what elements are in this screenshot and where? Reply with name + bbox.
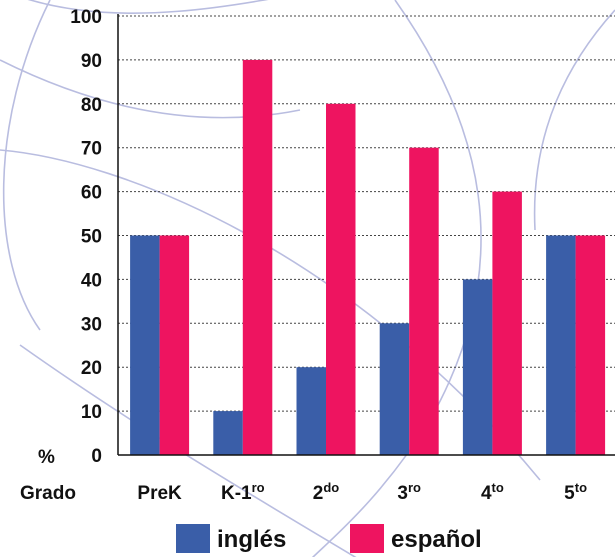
axes [117,14,615,456]
y-tick-label: 80 [81,95,102,116]
bar [213,411,243,455]
legend-swatch [350,524,384,553]
bar [462,279,493,455]
y-tick-label: 0 [91,446,102,467]
background-arc [533,9,615,231]
bar [296,367,326,455]
x-tick-label: K-1ro [221,480,265,504]
bar [575,235,606,455]
bar [159,235,190,455]
background-arc [27,0,269,15]
y-tick-label: 40 [81,270,102,291]
x-tick-label: 5to [564,480,587,504]
y-tick-label: 60 [81,183,102,204]
x-tick-labels: PreK K-1ro 2do 3ro 4to 5to [137,480,587,504]
x-tick-label: PreK [137,483,182,504]
y-tick-label: 30 [81,314,102,335]
x-axis-label: Grado [20,483,76,504]
legend-swatch [176,524,210,553]
legend: inglés español [176,524,482,553]
bar [242,59,273,456]
bars [130,59,606,456]
y-tick-label: 70 [81,139,102,160]
x-tick-label: 2do [313,480,340,504]
x-tick-label: 3ro [397,480,421,504]
bar [326,103,356,456]
gridlines [118,15,615,412]
y-tick-label: 100 [70,7,102,28]
y-axis-label: % [38,447,55,468]
bar [379,323,410,455]
legend-label: español [391,526,482,553]
x-tick-label: 4to [481,480,504,504]
background-arc [2,0,51,331]
y-tick-label: 90 [81,51,102,72]
bar [409,147,439,455]
y-tick-labels: 0 10 20 30 40 50 60 70 80 90 100 [70,7,102,467]
y-tick-label: 20 [81,358,102,379]
y-tick-label: 50 [81,227,102,248]
background-arc [311,0,482,557]
background-arc [19,344,357,557]
bar [546,235,576,455]
bar [492,191,522,455]
bar [130,235,160,455]
y-tick-label: 10 [81,402,102,423]
legend-label: inglés [217,526,286,553]
